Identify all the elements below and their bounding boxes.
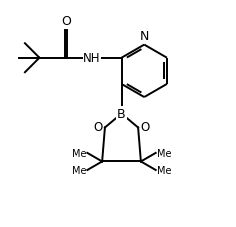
Text: O: O <box>141 120 150 133</box>
Text: N: N <box>139 30 149 43</box>
Text: O: O <box>93 120 102 133</box>
Text: NH: NH <box>83 52 101 65</box>
Text: Me: Me <box>157 148 171 158</box>
Text: B: B <box>117 108 126 121</box>
Text: Me: Me <box>72 148 86 158</box>
Text: Me: Me <box>72 165 86 175</box>
Text: O: O <box>61 15 71 28</box>
Text: Me: Me <box>157 165 171 175</box>
